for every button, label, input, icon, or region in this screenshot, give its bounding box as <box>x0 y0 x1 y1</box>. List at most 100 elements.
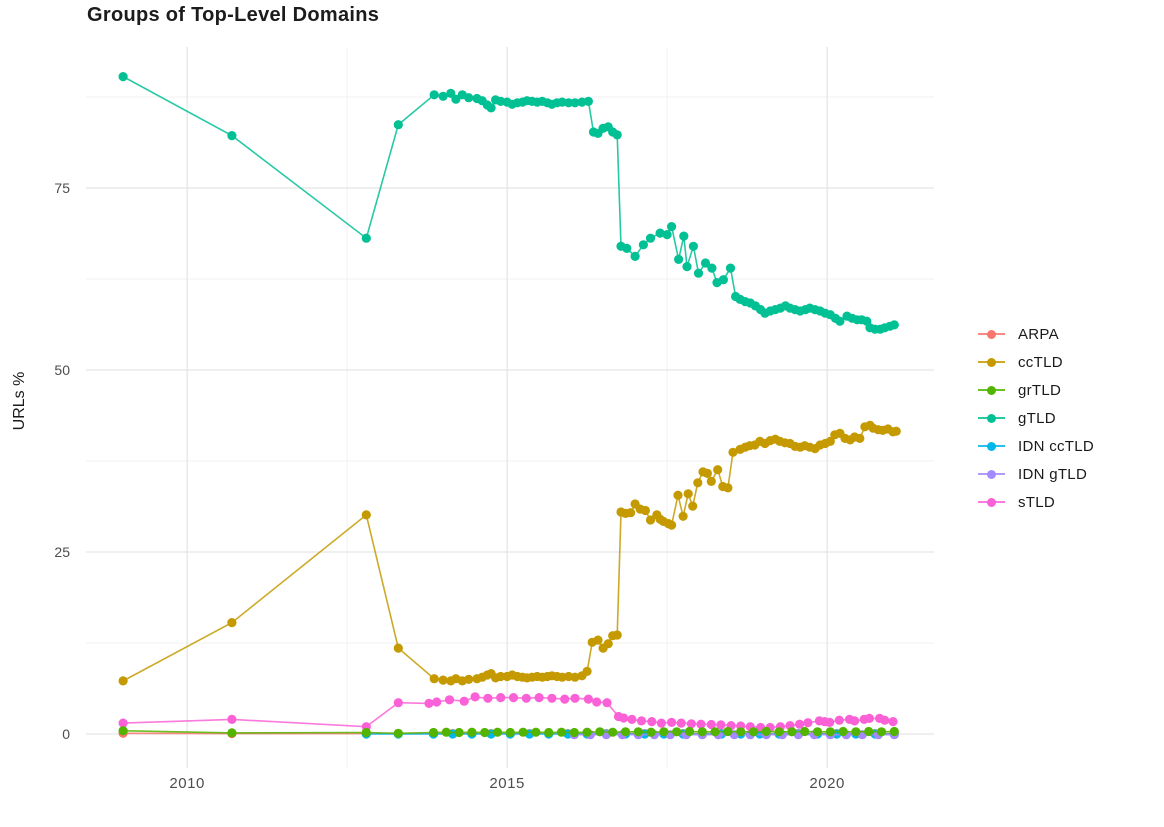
data-point-stld <box>459 696 469 706</box>
data-point-gtld <box>486 103 496 113</box>
data-point-grtld <box>428 727 439 738</box>
data-point-cctld <box>593 635 603 645</box>
data-point-grtld <box>531 727 541 737</box>
data-point-stld <box>602 698 612 708</box>
data-point-grtld <box>659 727 669 737</box>
data-point-stld <box>393 698 403 708</box>
data-point-cctld <box>891 426 901 436</box>
chart-title: Groups of Top-Level Domains <box>87 4 380 26</box>
data-point-gtld <box>438 91 448 101</box>
data-point-grtld <box>646 727 656 737</box>
data-point-cctld <box>438 675 448 685</box>
data-point-stld <box>592 697 602 707</box>
data-point-grtld <box>569 727 579 738</box>
legend-key-icon <box>978 328 1005 340</box>
data-point-gtld <box>451 94 461 104</box>
data-point-stld <box>560 694 570 704</box>
y-tick-label: 25 <box>54 544 70 560</box>
series-line-stld <box>123 696 894 729</box>
legend-label: gTLD <box>1018 409 1056 427</box>
data-point-gtld <box>718 275 729 285</box>
data-point-cctld <box>496 671 506 682</box>
legend-label: IDN gTLD <box>1018 465 1088 483</box>
data-point-stld <box>547 693 557 703</box>
data-point-stld <box>470 692 480 702</box>
data-point-cctld <box>393 643 403 653</box>
data-point-grtld <box>544 727 554 738</box>
data-point-gtld <box>655 228 665 238</box>
data-point-cctld <box>693 478 703 488</box>
data-point-grtld <box>518 727 528 737</box>
data-point-cctld <box>825 436 835 446</box>
y-tick-label: 50 <box>54 362 70 378</box>
data-point-grtld <box>697 727 707 737</box>
data-point-stld <box>647 717 657 727</box>
legend-item-stld: sTLD <box>978 488 1094 516</box>
data-point-grtld <box>620 727 631 737</box>
data-point-grtld <box>608 727 618 737</box>
data-point-gtld <box>700 258 711 268</box>
data-point-stld <box>880 715 890 725</box>
data-point-stld <box>636 716 647 726</box>
data-point-gtld <box>682 262 692 272</box>
legend-item-idn-gtld: IDN gTLD <box>978 460 1094 488</box>
data-point-grtld <box>595 727 605 737</box>
data-point-cctld <box>570 672 580 682</box>
data-point-cctld <box>464 674 474 685</box>
legend-key-icon <box>978 356 1005 368</box>
data-point-cctld <box>361 510 371 520</box>
data-point-stld <box>795 719 805 729</box>
data-point-stld <box>696 719 706 729</box>
data-point-stld <box>834 715 844 725</box>
data-point-grtld <box>467 727 477 737</box>
data-point-stld <box>686 719 697 729</box>
data-point-stld <box>888 717 898 727</box>
data-point-grtld <box>454 727 464 738</box>
data-point-stld <box>227 714 237 725</box>
x-tick-label: 2010 <box>169 775 205 792</box>
data-point-cctld <box>678 511 688 521</box>
data-point-grtld <box>838 726 848 737</box>
data-point-stld <box>508 693 519 703</box>
legend-key-icon <box>978 412 1005 424</box>
data-point-grtld <box>684 726 695 737</box>
data-point-grtld <box>582 727 592 737</box>
data-point-gtld <box>630 251 640 261</box>
data-point-cctld <box>702 468 713 478</box>
legend: ARPA ccTLD grTLD gTLD IDN ccTLD IDN gTLD sTLD <box>978 320 1094 516</box>
data-point-stld <box>864 713 875 724</box>
data-point-cctld <box>667 520 677 530</box>
data-point-gtld <box>707 263 717 273</box>
data-point-gtld <box>662 230 672 240</box>
series-cctld <box>118 420 901 686</box>
data-point-stld <box>667 717 677 728</box>
y-tick-label: 0 <box>62 726 70 742</box>
data-point-gtld <box>393 120 403 130</box>
data-point-grtld <box>227 728 237 738</box>
data-point-stld <box>706 719 716 730</box>
data-point-gtld <box>693 268 704 278</box>
data-point-stld <box>583 694 594 704</box>
legend-item-grtld: grTLD <box>978 376 1094 404</box>
legend-key-icon <box>978 496 1005 508</box>
data-point-cctld <box>429 674 439 684</box>
data-point-cctld <box>706 476 716 486</box>
data-point-cctld <box>640 505 651 516</box>
data-point-cctld <box>688 501 698 511</box>
data-point-cctld <box>673 490 683 500</box>
data-point-gtld <box>688 241 699 251</box>
data-point-stld <box>483 693 493 703</box>
data-point-grtld <box>480 727 490 738</box>
data-point-gtld <box>464 93 474 103</box>
data-point-gtld <box>725 263 736 273</box>
data-point-grtld <box>118 726 128 736</box>
x-tick-label: 2015 <box>489 775 525 792</box>
data-point-stld <box>570 693 580 703</box>
data-point-grtld <box>556 727 567 737</box>
data-point-cctld <box>118 676 128 686</box>
legend-label: ARPA <box>1018 325 1059 343</box>
data-point-gtld <box>889 320 899 330</box>
y-tick-label: 75 <box>54 180 70 196</box>
data-point-gtld <box>667 222 677 232</box>
